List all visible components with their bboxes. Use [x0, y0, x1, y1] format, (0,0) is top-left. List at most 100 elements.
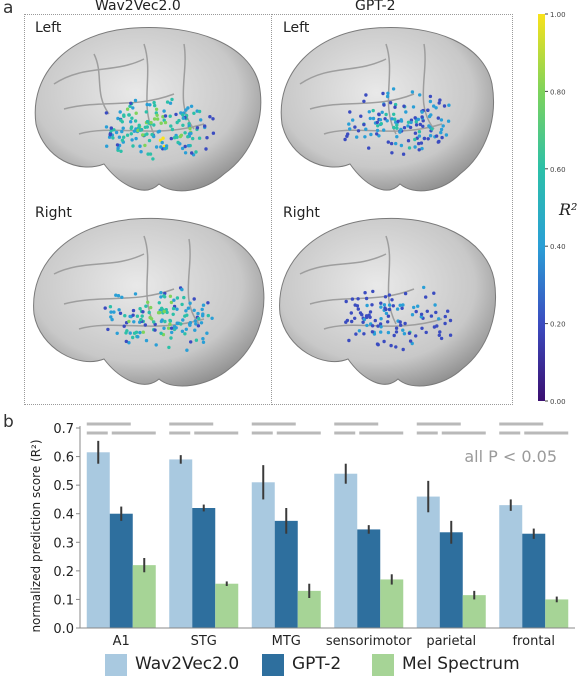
electrode-dot	[145, 102, 149, 107]
electrode-dot	[422, 136, 427, 141]
electrode-dot	[175, 296, 180, 300]
electrode-dot	[208, 115, 212, 119]
electrode-dot	[401, 328, 405, 332]
electrode-dot	[206, 313, 210, 318]
electrode-dot	[439, 336, 444, 341]
gpt2-title: GPT-2	[355, 0, 396, 14]
electrode-dot	[144, 304, 148, 308]
electrode-dot	[163, 319, 167, 324]
electrode-dot	[145, 119, 150, 124]
electrode-dot	[402, 126, 407, 130]
electrode-dot	[130, 116, 134, 120]
electrode-dot	[162, 294, 166, 298]
electrode-dot	[211, 117, 215, 121]
electrode-dot	[111, 136, 115, 140]
electrode-dot	[362, 332, 366, 336]
electrode-dot	[378, 322, 383, 326]
electrode-dot	[166, 326, 171, 330]
electrode-dot	[399, 323, 403, 327]
electrode-dot	[420, 326, 424, 330]
electrode-dot	[348, 127, 352, 131]
y-tick-label: 0.1	[53, 593, 74, 608]
electrode-dot	[367, 110, 371, 114]
electrode-dot	[130, 138, 134, 142]
electrode-dot	[189, 131, 193, 136]
electrode-dot	[382, 339, 386, 344]
x-tick-label: parietal	[426, 634, 476, 649]
bar	[132, 565, 156, 628]
electrode-dot	[378, 118, 383, 122]
electrode-dot	[386, 320, 390, 324]
electrode-dot	[148, 103, 152, 107]
electrode-dot	[109, 315, 113, 319]
electrode-dot	[399, 143, 404, 148]
legend-label-gpt2: GPT-2	[292, 654, 342, 674]
electrode-dot	[183, 144, 187, 149]
electrode-dot	[160, 306, 164, 310]
electrode-dot	[170, 127, 175, 132]
electrode-dot	[420, 110, 424, 114]
electrode-dot	[379, 122, 383, 126]
electrode-dot	[180, 287, 184, 292]
electrode-dot	[401, 347, 405, 352]
electrode-dot	[385, 94, 390, 99]
electrode-dot	[363, 135, 367, 139]
electrode-dot	[434, 310, 438, 315]
electrode-dot	[375, 120, 379, 125]
electrode-dot	[188, 301, 192, 305]
electrode-dot	[437, 317, 441, 321]
electrode-dot	[171, 306, 176, 311]
electrode-dot	[154, 343, 158, 347]
electrode-dot	[386, 91, 390, 96]
electrode-dot	[419, 141, 424, 145]
electrode-dot	[359, 114, 363, 118]
electrode-dot	[388, 101, 393, 105]
electrode-dot	[390, 151, 394, 155]
electrode-dot	[364, 296, 369, 301]
electrode-dot	[406, 139, 411, 143]
electrode-dot	[153, 103, 157, 108]
electrode-dot	[357, 329, 362, 333]
electrode-dot	[138, 128, 143, 132]
electrode-dot	[394, 345, 398, 349]
electrode-dot	[170, 330, 174, 335]
colorbar-tick-label: 0.20	[550, 321, 566, 329]
electrode-dot	[344, 320, 348, 324]
electrode-dot	[112, 128, 116, 132]
electrode-dot	[119, 118, 123, 122]
electrode-dot	[425, 309, 429, 313]
electrode-dot	[143, 323, 147, 327]
electrode-dot	[363, 291, 367, 295]
electrode-dot	[131, 313, 135, 317]
electrode-dot	[184, 108, 188, 112]
colorbar-tick-label: 1.00	[550, 12, 566, 19]
legend-swatch-wav2vec	[105, 654, 127, 676]
electrode-dot	[184, 327, 188, 331]
electrode-dot	[128, 331, 132, 335]
electrode-dot	[376, 124, 380, 128]
electrode-dot	[159, 331, 163, 335]
electrode-dot	[399, 127, 403, 132]
electrode-dot	[386, 140, 390, 144]
electrode-dot	[394, 330, 399, 334]
electrode-dot	[424, 330, 428, 335]
y-tick-label: 0.7	[53, 422, 74, 437]
electrode-dot	[434, 134, 439, 138]
electrode-dot	[199, 321, 204, 325]
electrode-dot	[163, 147, 167, 151]
electrode-dot	[356, 297, 360, 301]
electrode-dot	[395, 123, 399, 127]
electrode-dot	[343, 137, 347, 142]
legend-label-mel: Mel Spectrum	[402, 654, 520, 674]
electrode-dot	[413, 137, 417, 142]
electrode-dot	[201, 340, 206, 344]
electrode-dot	[150, 132, 154, 137]
electrode-dot	[155, 117, 160, 121]
electrode-dot	[165, 100, 170, 104]
electrode-dot	[371, 116, 376, 121]
electrode-dot	[119, 149, 123, 153]
electrode-dot	[211, 131, 216, 135]
electrode-dot	[192, 111, 196, 116]
gpt2-brain-panel	[271, 14, 513, 405]
electrode-dot	[118, 311, 123, 315]
